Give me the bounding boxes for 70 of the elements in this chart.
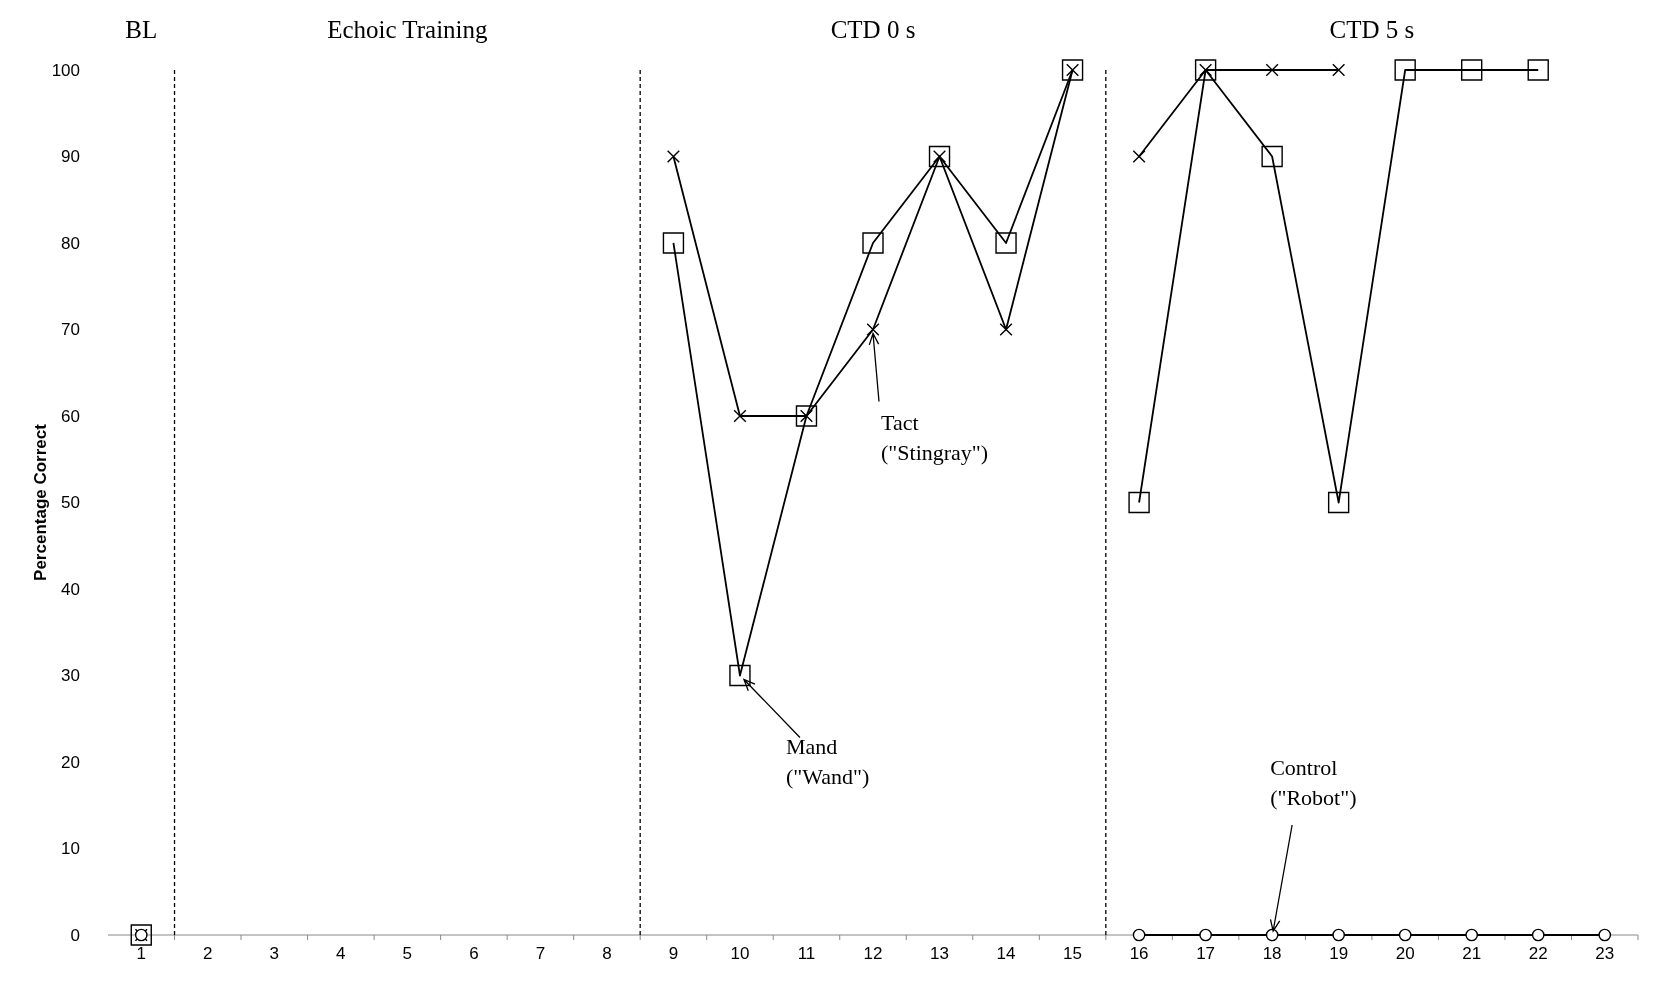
- x-tick-label: 20: [1395, 944, 1415, 963]
- y-tick-label: 70: [61, 320, 80, 339]
- text: BL: [125, 16, 158, 43]
- y-tick-label: 30: [61, 666, 80, 685]
- y-tick-label: 20: [61, 752, 80, 772]
- point: [1132, 928, 1146, 942]
- x-tick-label: 8: [602, 944, 612, 963]
- y-tick-label: 40: [61, 579, 80, 599]
- point: [1461, 59, 1483, 81]
- point: [995, 232, 1017, 254]
- point: [1527, 59, 1549, 81]
- x-tick-label: 16: [1129, 944, 1149, 963]
- point: [1465, 928, 1479, 942]
- x-tick-label: 10: [730, 944, 750, 963]
- x-tick-label: 1: [136, 944, 146, 963]
- point: [1132, 149, 1146, 164]
- point: [999, 322, 1013, 337]
- point: [1265, 63, 1279, 77]
- y-tick-label: 50: [61, 493, 80, 512]
- x-tick-label: 13: [930, 944, 949, 963]
- y-tick-label: 60: [61, 406, 80, 426]
- point: [662, 232, 685, 254]
- point: [666, 149, 680, 164]
- x-tick-label: 3: [269, 944, 280, 963]
- point: [1265, 928, 1279, 942]
- text: Echoic Training: [327, 16, 489, 43]
- x-tick-label: 2: [203, 944, 213, 963]
- point: [795, 405, 818, 427]
- point: [1327, 491, 1350, 514]
- point: [1332, 63, 1346, 77]
- annotation: Tact ("Stingray"): [881, 409, 989, 465]
- y-tick-label: 100: [51, 60, 80, 80]
- annotation: Control ("Robot"): [1270, 755, 1357, 810]
- point: [733, 409, 747, 423]
- y-tick-label: 10: [61, 839, 80, 858]
- point: [862, 232, 884, 254]
- point: [729, 664, 751, 687]
- point: [1332, 928, 1345, 942]
- point: [866, 322, 880, 337]
- y-tick-label: 90: [61, 147, 80, 166]
- x-tick-label: 12: [863, 944, 883, 963]
- point: [1598, 928, 1612, 942]
- x-tick-label: 7: [535, 944, 546, 963]
- x-tick-label: 18: [1262, 944, 1282, 963]
- x-tick-label: 17: [1196, 944, 1216, 963]
- point: [1199, 928, 1212, 942]
- x-tick-label: 11: [797, 944, 816, 963]
- point: [1261, 145, 1283, 168]
- point: [928, 145, 951, 168]
- y-axis-title: Percentage Correct: [31, 423, 50, 581]
- x-tick-label: 15: [1063, 944, 1083, 963]
- text: CTD 0 s: [830, 16, 916, 43]
- x-tick-label: 6: [469, 944, 479, 963]
- x-tick-label: 14: [996, 944, 1016, 963]
- x-tick-label: 19: [1329, 944, 1349, 963]
- y-tick-label: 0: [70, 925, 80, 945]
- x-tick-label: 5: [402, 944, 413, 963]
- y-tick-label: 80: [61, 233, 80, 253]
- text: CTD 5 s: [1329, 16, 1415, 43]
- point: [1398, 928, 1412, 942]
- point: [1531, 928, 1545, 942]
- point: [1194, 59, 1217, 81]
- x-tick-label: 9: [668, 944, 679, 963]
- x-tick-label: 21: [1462, 944, 1482, 963]
- x-tick-label: 4: [336, 944, 346, 963]
- x-tick-label: 23: [1595, 944, 1615, 963]
- x-tick-label: 22: [1528, 944, 1548, 963]
- point: [1394, 59, 1416, 81]
- annotation: Mand ("Wand"): [785, 733, 870, 789]
- point: [1128, 491, 1150, 514]
